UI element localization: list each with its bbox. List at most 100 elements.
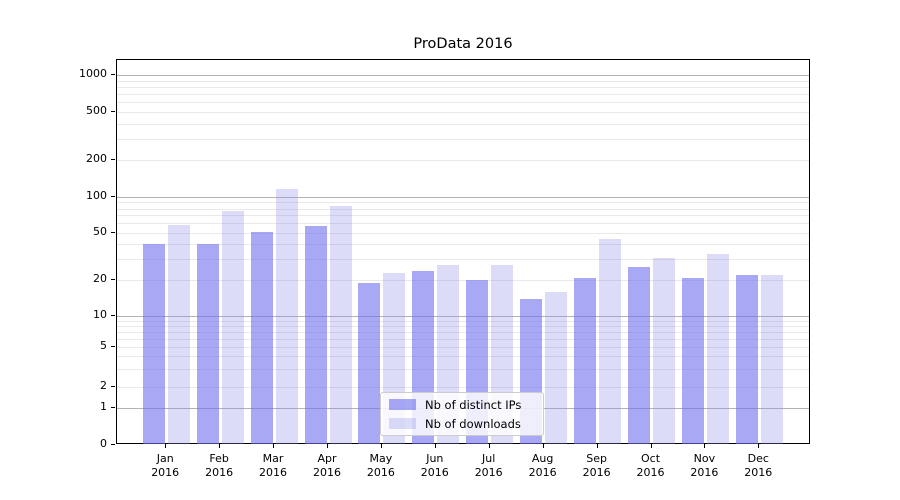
- legend-item-distinct-ips: Nb of distinct IPs: [389, 395, 535, 414]
- x-tick-mark-may: [380, 444, 382, 448]
- bar-ips-nov: [681, 277, 704, 444]
- gridline-9: [117, 320, 809, 322]
- x-tick-month: Dec: [747, 452, 769, 465]
- y-tick-label-2: 2: [100, 379, 107, 392]
- y-tick-label-10: 10: [93, 308, 107, 321]
- x-tick-mark-mar: [273, 444, 274, 448]
- gridline-600: [117, 102, 809, 104]
- gridline-700: [117, 93, 809, 95]
- x-tick-label-sep: Sep 2016: [575, 452, 619, 479]
- y-tick-label-1000: 1000: [79, 67, 107, 80]
- x-tick-mark-apr: [327, 444, 328, 448]
- x-tick-month: Mar: [262, 452, 284, 465]
- gridline-2: [117, 387, 809, 388]
- legend-swatch-distinct-ips-icon: [389, 399, 416, 410]
- gridline-5: [117, 346, 809, 348]
- y-tick-label-1: 1: [100, 400, 107, 413]
- x-tick-year: 2016: [151, 465, 180, 479]
- gridline-200: [117, 160, 809, 162]
- x-tick-month: Sep: [586, 452, 607, 465]
- y-tick-mark-1: [111, 407, 115, 408]
- x-tick-month: Aug: [531, 452, 554, 465]
- x-tick-label-aug: Aug 2016: [521, 452, 565, 479]
- gridline-7: [117, 331, 809, 333]
- x-tick-year: 2016: [744, 465, 773, 479]
- x-tick-label-apr: Apr 2016: [305, 452, 349, 479]
- x-tick-year: 2016: [528, 465, 557, 479]
- bar-downloads-feb: [221, 210, 244, 444]
- x-tick-month: May: [369, 452, 393, 465]
- y-tick-mark-10: [111, 315, 115, 316]
- x-tick-year: 2016: [420, 465, 449, 479]
- x-tick-label-nov: Nov 2016: [682, 452, 726, 479]
- y-tick-label-50: 50: [93, 224, 107, 238]
- bar-downloads-sep: [599, 239, 622, 444]
- x-tick-month: Feb: [209, 452, 229, 465]
- gridline-40: [117, 244, 809, 246]
- gridline-70: [117, 215, 809, 217]
- y-tick-label-200: 200: [86, 152, 107, 166]
- x-tick-mark-dec: [758, 444, 760, 448]
- gridline-3: [117, 369, 809, 371]
- x-tick-mark-aug: [542, 444, 544, 448]
- x-tick-mark-feb: [219, 444, 221, 448]
- x-tick-label-jan: Jan 2016: [143, 452, 187, 479]
- chart-title: ProData 2016: [413, 36, 513, 52]
- legend-swatch-downloads-icon: [389, 418, 416, 429]
- bar-downloads-jan: [167, 225, 190, 444]
- gridline-10: [117, 316, 809, 317]
- bar-downloads-aug: [545, 291, 568, 444]
- gridlines-layer: [117, 60, 809, 443]
- y-tick-label-20: 20: [93, 272, 107, 286]
- bars-layer: [117, 60, 809, 444]
- y-tick-mark-5: [111, 345, 115, 347]
- x-tick-year: 2016: [205, 465, 234, 479]
- bar-downloads-dec: [760, 275, 783, 444]
- bar-ips-jan: [142, 244, 165, 444]
- x-tick-year: 2016: [474, 465, 503, 479]
- gridline-1000: [117, 75, 809, 76]
- y-tick-label-0: 0: [100, 437, 107, 450]
- y-tick-mark-500: [111, 110, 115, 112]
- y-tick-mark-1000: [111, 74, 115, 75]
- x-tick-mark-jun: [434, 444, 436, 448]
- gridline-80: [117, 208, 809, 210]
- gridline-50: [117, 232, 809, 234]
- y-tick-mark-100: [111, 196, 115, 197]
- x-tick-year: 2016: [366, 465, 395, 479]
- x-tick-mark-jan: [165, 444, 167, 448]
- legend: Nb of distinct IPs Nb of downloads: [380, 392, 544, 436]
- gridline-90: [117, 202, 809, 204]
- x-tick-label-dec: Dec 2016: [736, 452, 780, 479]
- y-tick-mark-20: [111, 279, 115, 281]
- legend-label-downloads: Nb of downloads: [425, 416, 521, 431]
- x-tick-mark-nov: [704, 444, 706, 448]
- bar-ips-dec: [735, 275, 758, 444]
- x-tick-month: Oct: [640, 452, 661, 465]
- gridline-20: [117, 280, 809, 282]
- x-tick-mark-oct: [650, 444, 652, 448]
- x-tick-mark-sep: [596, 444, 598, 448]
- plot-area: [116, 59, 810, 444]
- gridline-500: [117, 111, 809, 113]
- x-tick-year: 2016: [636, 465, 665, 479]
- gridline-100: [117, 197, 809, 198]
- x-tick-year: 2016: [259, 465, 287, 479]
- x-tick-label-feb: Feb 2016: [197, 452, 241, 479]
- bar-ips-apr: [304, 226, 327, 444]
- x-tick-year: 2016: [582, 465, 611, 479]
- bar-ips-may: [358, 282, 381, 444]
- gridline-800: [117, 86, 809, 88]
- x-tick-label-mar: Mar 2016: [251, 452, 295, 479]
- x-tick-month: Apr: [317, 452, 337, 465]
- y-tick-label-100: 100: [86, 189, 107, 202]
- gridline-900: [117, 80, 809, 82]
- bar-downloads-apr: [329, 206, 352, 444]
- bar-downloads-mar: [275, 189, 298, 444]
- bar-ips-mar: [250, 231, 273, 444]
- bar-downloads-oct: [653, 257, 675, 444]
- gridline-60: [117, 223, 809, 225]
- gridline-4: [117, 356, 809, 358]
- gridline-30: [117, 259, 809, 261]
